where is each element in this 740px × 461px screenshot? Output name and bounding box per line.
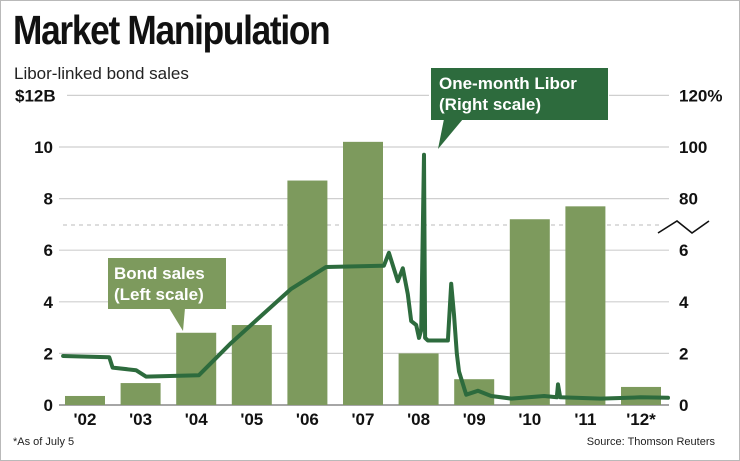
right-tick-label: 120% — [679, 86, 722, 105]
x-tick-label: '02 — [74, 410, 97, 429]
bond-sales-callout-line1: Bond sales — [114, 264, 205, 283]
bar-2 — [176, 332, 217, 405]
x-tick-label: '12* — [626, 410, 656, 429]
x-tick-label: '11 — [574, 410, 596, 429]
libor-callout-line2: (Right scale) — [439, 95, 541, 114]
libor-callout-pointer — [438, 119, 463, 149]
bar-4 — [287, 180, 328, 405]
axis-break-icon — [657, 220, 710, 235]
right-tick-label: 2 — [679, 344, 688, 363]
x-tick-label: '08 — [407, 410, 430, 429]
x-tick-label: '07 — [352, 410, 375, 429]
left-tick-label: 6 — [44, 241, 53, 260]
bar-8 — [509, 219, 550, 405]
left-tick-label: 10 — [34, 138, 53, 157]
x-tick-label: '05 — [240, 410, 263, 429]
bar-0 — [65, 395, 105, 405]
libor-callout — [431, 68, 608, 120]
right-tick-label: 6 — [679, 241, 688, 260]
source-note: Source: Thomson Reuters — [586, 436, 715, 448]
bar-1 — [120, 383, 161, 405]
right-tick-label: 80 — [679, 190, 698, 209]
bond-sales-callout — [108, 258, 226, 309]
bond-sales-callout-pointer — [169, 308, 185, 331]
footnote: *As of July 5 — [13, 436, 75, 448]
right-tick-label: 100 — [679, 138, 707, 157]
chart-title: Market Manipulation — [13, 7, 331, 53]
bar-5 — [343, 141, 383, 405]
right-tick-label: 4 — [679, 293, 689, 312]
chart-subtitle: Libor-linked bond sales — [14, 64, 189, 83]
left-tick-label: 4 — [44, 293, 54, 312]
libor-line — [61, 152, 670, 401]
left-tick-label: 2 — [44, 344, 53, 363]
left-tick-label: 8 — [44, 190, 53, 209]
bond-sales-callout-line2: (Left scale) — [114, 285, 204, 304]
x-tick-label: '06 — [296, 410, 319, 429]
bar-6 — [398, 353, 439, 405]
x-tick-label: '03 — [129, 410, 152, 429]
x-tick-label: '10 — [518, 410, 541, 429]
right-tick-label: 0 — [679, 396, 688, 415]
x-tick-label: '09 — [463, 410, 486, 429]
left-tick-label: 0 — [44, 396, 53, 415]
bar-9 — [565, 206, 606, 405]
left-tick-label: $12B — [15, 86, 56, 105]
libor-callout-line1: One-month Libor — [439, 74, 577, 93]
x-tick-label: '04 — [185, 410, 208, 429]
